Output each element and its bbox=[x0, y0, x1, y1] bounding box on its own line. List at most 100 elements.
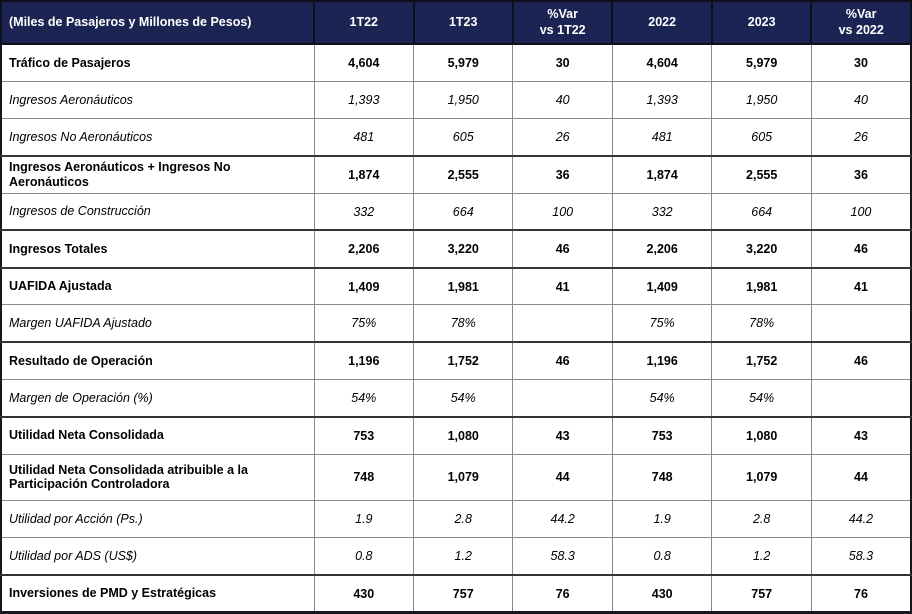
row-label: Utilidad Neta Consolidada atribuible a l… bbox=[0, 453, 315, 501]
value-cell: 481 bbox=[313, 118, 415, 156]
value-cell: 1.9 bbox=[611, 499, 713, 538]
value-cell: 26 bbox=[512, 118, 613, 156]
value-cell: 1,079 bbox=[412, 453, 514, 501]
value-cell: 78% bbox=[711, 304, 812, 343]
column-header-var-vs-1t22: %Var vs 1T22 bbox=[511, 0, 614, 45]
value-cell: 76 bbox=[810, 574, 912, 613]
table-row: Margen de Operación (%) 54% 54% 54% 54% bbox=[0, 379, 912, 417]
table-row: UAFIDA Ajustada 1,409 1,981 41 1,409 1,981 41 bbox=[0, 266, 912, 305]
value-cell: 2,555 bbox=[412, 154, 514, 194]
table-row: Resultado de Operación 1,196 1,752 46 1,196 1… bbox=[0, 341, 912, 380]
value-cell: 54% bbox=[711, 379, 812, 417]
value-cell: 46 bbox=[512, 229, 613, 268]
value-cell: 757 bbox=[711, 574, 812, 613]
value-cell: 41 bbox=[810, 266, 912, 305]
value-cell: 54% bbox=[313, 379, 415, 417]
table-row: Inversiones de PMD y Estratégicas 430 757 7… bbox=[0, 574, 912, 613]
table-row: Utilidad Neta Consolidada 753 1,080 43 753 1,… bbox=[0, 415, 912, 455]
value-cell: 0.8 bbox=[313, 537, 415, 576]
value-cell: 1,752 bbox=[711, 341, 812, 380]
value-cell: 44.2 bbox=[810, 499, 912, 538]
value-cell: 1,950 bbox=[711, 80, 812, 119]
table-row: Ingresos No Aeronáuticos 481 605 26 481 605 26 bbox=[0, 118, 912, 156]
value-cell: 757 bbox=[412, 574, 514, 613]
value-cell: 4,604 bbox=[611, 42, 713, 82]
row-label: Ingresos Totales bbox=[0, 229, 315, 268]
value-cell: 753 bbox=[313, 415, 415, 455]
value-cell: 1,393 bbox=[611, 80, 713, 119]
value-cell: 54% bbox=[611, 379, 713, 417]
value-cell: 430 bbox=[313, 574, 415, 613]
row-label: Ingresos Aeronáuticos bbox=[0, 80, 315, 119]
column-header-1t23: 1T23 bbox=[412, 0, 514, 45]
value-cell: 78% bbox=[412, 304, 514, 343]
value-cell: 43 bbox=[810, 415, 912, 455]
table-row: Ingresos de Construcción 332 664 100 332 664 1… bbox=[0, 192, 912, 231]
value-cell: 1,080 bbox=[412, 415, 514, 455]
value-cell bbox=[512, 379, 613, 417]
table-title-cell: (Miles de Pasajeros y Millones de Pesos) bbox=[0, 0, 316, 45]
value-cell: 1,874 bbox=[611, 154, 713, 194]
value-cell: 1,950 bbox=[412, 80, 514, 119]
value-cell: 481 bbox=[611, 118, 713, 156]
value-cell: 46 bbox=[512, 341, 613, 380]
value-cell: 1,196 bbox=[313, 341, 415, 380]
value-cell: 36 bbox=[810, 154, 912, 194]
table-row: Ingresos Totales 2,206 3,220 46 2,206 3,220 46 bbox=[0, 229, 912, 268]
table-row: Utilidad Neta Consolidada atribuible a l… bbox=[0, 453, 912, 501]
value-cell: 1,874 bbox=[313, 154, 415, 194]
row-label: Utilidad por Acción (Ps.) bbox=[0, 499, 315, 538]
value-cell: 1.2 bbox=[711, 537, 812, 576]
value-cell: 26 bbox=[810, 118, 912, 156]
value-cell: 1,196 bbox=[611, 341, 713, 380]
value-cell: 605 bbox=[412, 118, 514, 156]
value-cell: 1,409 bbox=[611, 266, 713, 305]
value-cell: 1,393 bbox=[313, 80, 415, 119]
table-body: Tráfico de Pasajeros 4,604 5,979 30 4,604 5,9… bbox=[0, 42, 912, 613]
value-cell: 332 bbox=[313, 192, 415, 231]
value-cell: 2,555 bbox=[711, 154, 812, 194]
value-cell: 30 bbox=[512, 42, 613, 82]
table-row: Margen UAFIDA Ajustado 75% 78% 75% 78% bbox=[0, 304, 912, 343]
value-cell: 54% bbox=[412, 379, 514, 417]
value-cell: 58.3 bbox=[810, 537, 912, 576]
value-cell: 664 bbox=[711, 192, 812, 231]
value-cell: 46 bbox=[810, 341, 912, 380]
value-cell bbox=[810, 379, 912, 417]
table-row: Ingresos Aeronáuticos 1,393 1,950 40 1,393 1,… bbox=[0, 80, 912, 119]
value-cell: 1.9 bbox=[313, 499, 415, 538]
value-cell: 1,981 bbox=[412, 266, 514, 305]
value-cell: 58.3 bbox=[512, 537, 613, 576]
value-cell: 3,220 bbox=[412, 229, 514, 268]
table-row: Utilidad por Acción (Ps.) 1.9 2.8 44.2 1.9 2.… bbox=[0, 499, 912, 538]
column-header-var-vs-2022: %Var vs 2022 bbox=[810, 0, 912, 45]
row-label: Utilidad Neta Consolidada bbox=[0, 415, 315, 455]
value-cell: 5,979 bbox=[711, 42, 812, 82]
value-cell: 4,604 bbox=[313, 42, 415, 82]
value-cell: 3,220 bbox=[711, 229, 812, 268]
row-label: Ingresos Aeronáuticos + Ingresos No Aero… bbox=[0, 154, 315, 194]
value-cell: 75% bbox=[313, 304, 415, 343]
value-cell: 2.8 bbox=[412, 499, 514, 538]
value-cell: 44.2 bbox=[512, 499, 613, 538]
row-label: Inversiones de PMD y Estratégicas bbox=[0, 574, 315, 613]
value-cell: 41 bbox=[512, 266, 613, 305]
value-cell: 1,409 bbox=[313, 266, 415, 305]
value-cell: 0.8 bbox=[611, 537, 713, 576]
table-header-row: (Miles de Pasajeros y Millones de Pesos)… bbox=[0, 0, 912, 45]
value-cell: 605 bbox=[711, 118, 812, 156]
column-header-2022: 2022 bbox=[611, 0, 713, 45]
value-cell: 1,981 bbox=[711, 266, 812, 305]
column-header-2023: 2023 bbox=[710, 0, 813, 45]
value-cell: 40 bbox=[810, 80, 912, 119]
table-row: Tráfico de Pasajeros 4,604 5,979 30 4,604 5,9… bbox=[0, 42, 912, 82]
value-cell: 1.2 bbox=[412, 537, 514, 576]
value-cell: 1,079 bbox=[711, 453, 812, 501]
value-cell: 1,752 bbox=[412, 341, 514, 380]
value-cell: 100 bbox=[512, 192, 613, 231]
value-cell: 753 bbox=[611, 415, 713, 455]
value-cell: 46 bbox=[810, 229, 912, 268]
value-cell bbox=[810, 304, 912, 343]
